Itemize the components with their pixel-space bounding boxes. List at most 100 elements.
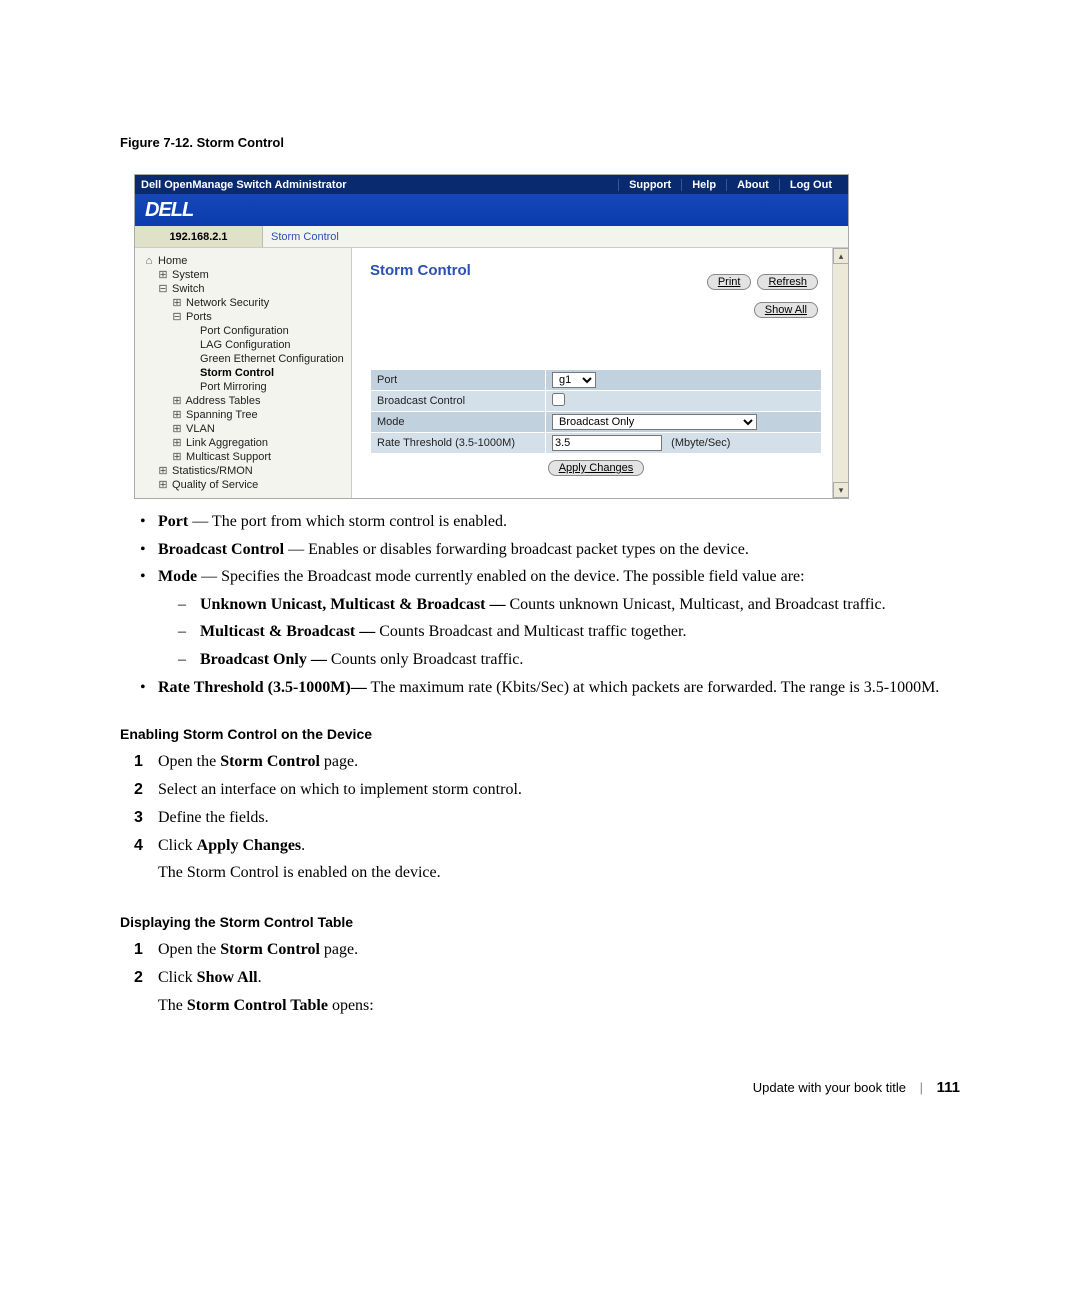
tree-node-label: Network Security [183, 297, 269, 309]
tree-node[interactable]: ⊞ Spanning Tree [171, 408, 347, 422]
figure-caption: Figure 7-12. Storm Control [120, 135, 960, 150]
tree-node[interactable]: ⊞ Statistics/RMON [157, 464, 347, 478]
step-1-4: Click Apply Changes. [158, 834, 960, 859]
tree-node[interactable]: ⊞ Link Aggregation [171, 436, 347, 450]
step-1-2: Select an interface on which to implemen… [158, 778, 960, 803]
tree-node[interactable]: LAG Configuration [185, 338, 347, 352]
tree-expand-icon: ⊞ [171, 408, 183, 422]
tree-node-label: Storm Control [197, 367, 274, 379]
step-1-3: Define the fields. [158, 806, 960, 831]
tree-node[interactable]: ⌂ Home [143, 254, 347, 268]
tree-node[interactable]: ⊞ Address Tables [171, 394, 347, 408]
ip-address: 192.168.2.1 [135, 226, 263, 247]
mode-select[interactable]: Broadcast Only [552, 414, 757, 430]
row-mode: Mode Broadcast Only [371, 412, 822, 433]
heading-enabling: Enabling Storm Control on the Device [120, 726, 960, 742]
step-2-1: Open the Storm Control page. [158, 938, 960, 963]
tree-node-label: Port Mirroring [197, 381, 267, 393]
tree-node[interactable]: ⊞ Multicast Support [171, 450, 347, 464]
tree-node-label: Home [155, 255, 187, 267]
tree-node-label: Multicast Support [183, 451, 271, 463]
screenshot: Dell OpenManage Switch Administrator Sup… [134, 174, 849, 499]
tree-node-label: Statistics/RMON [169, 465, 253, 477]
nav-about[interactable]: About [726, 179, 779, 191]
print-button[interactable]: Print [707, 274, 752, 290]
tree-node[interactable]: ⊞ System [157, 268, 347, 282]
tree-expand-icon: ⊞ [157, 464, 169, 478]
show-all-button[interactable]: Show All [754, 302, 818, 318]
rate-unit: (Mbyte/Sec) [671, 437, 730, 449]
page-footer: Update with your book title | 111 [120, 1079, 960, 1096]
dell-logo: DELL [145, 199, 193, 222]
desc-rate: Rate Threshold (3.5-1000M)— The maximum … [158, 677, 960, 699]
heading-displaying: Displaying the Storm Control Table [120, 914, 960, 930]
step-1-1: Open the Storm Control page. [158, 750, 960, 775]
topbar-links: Support Help About Log Out [618, 179, 842, 191]
tree-node-label: Quality of Service [169, 479, 258, 491]
desc-mode-broadcast: Broadcast Only — Counts only Broadcast t… [200, 649, 960, 671]
mode-label: Mode [371, 412, 546, 433]
row-port: Port g1 [371, 370, 822, 391]
port-select[interactable]: g1 [552, 372, 596, 388]
port-label: Port [371, 370, 546, 391]
desc-mode: Mode — Specifies the Broadcast mode curr… [158, 566, 960, 670]
tree-node[interactable]: ⊞ Quality of Service [157, 478, 347, 492]
tree-node-label: Ports [183, 311, 212, 323]
nav-support[interactable]: Support [618, 179, 681, 191]
tree-node-label: System [169, 269, 209, 281]
tree-expand-icon: ⊞ [171, 450, 183, 464]
tree-node[interactable]: Storm Control [185, 366, 347, 380]
tree-expand-icon: ⊞ [171, 422, 183, 436]
tree-node-label: Address Tables [183, 395, 260, 407]
scroll-up-icon[interactable]: ▴ [833, 248, 849, 264]
desc-mode-multicast: Multicast & Broadcast — Counts Broadcast… [200, 621, 960, 643]
tree-expand-icon: ⌂ [143, 254, 155, 268]
nav-help[interactable]: Help [681, 179, 726, 191]
step-2-2: Click Show All. [158, 966, 960, 991]
desc-broadcast-control: Broadcast Control — Enables or disables … [158, 539, 960, 561]
tree-expand-icon: ⊞ [157, 478, 169, 492]
tree-node[interactable]: Green Ethernet Configuration [185, 352, 347, 366]
book-title: Update with your book title [753, 1080, 906, 1095]
step-2-result: The Storm Control Table opens: [158, 994, 960, 1019]
app-topbar: Dell OpenManage Switch Administrator Sup… [135, 175, 848, 194]
tree-node[interactable]: Port Mirroring [185, 380, 347, 394]
tree-node[interactable]: ⊟ Switch [157, 282, 347, 296]
tree-node-label: Port Configuration [197, 325, 289, 337]
refresh-button[interactable]: Refresh [757, 274, 818, 290]
nav-tree: ⌂ Home⊞ System⊟ Switch⊞ Network Security… [135, 248, 351, 498]
app-title: Dell OpenManage Switch Administrator [141, 179, 618, 191]
footer-separator: | [920, 1080, 923, 1095]
tree-node-label: LAG Configuration [197, 339, 291, 351]
tree-node-label: Link Aggregation [183, 437, 268, 449]
page-number: 111 [937, 1079, 960, 1096]
form-table: Port g1 Broadcast Control Mode [370, 369, 822, 454]
steps-enabling: Open the Storm Control page. Select an i… [120, 750, 960, 886]
tree-expand-icon: ⊟ [171, 310, 183, 324]
tree-node-label: Green Ethernet Configuration [197, 353, 344, 365]
tree-expand-icon: ⊟ [157, 282, 169, 296]
tree-node[interactable]: ⊞ Network Security [171, 296, 347, 310]
rate-input[interactable] [552, 435, 662, 451]
scrollbar[interactable]: ▴ ▾ [832, 248, 848, 498]
bc-checkbox[interactable] [552, 393, 565, 406]
tree-node[interactable]: ⊟ Ports [171, 310, 347, 324]
tree-expand-icon: ⊞ [157, 268, 169, 282]
logo-bar: DELL [135, 194, 848, 226]
tree-node[interactable]: Port Configuration [185, 324, 347, 338]
tree-expand-icon: ⊞ [171, 436, 183, 450]
tree-node[interactable]: ⊞ VLAN [171, 422, 347, 436]
row-rate: Rate Threshold (3.5-1000M) (Mbyte/Sec) [371, 433, 822, 454]
tree-node-label: Spanning Tree [183, 409, 258, 421]
tree-node-label: VLAN [183, 423, 215, 435]
row-broadcast-control: Broadcast Control [371, 391, 822, 412]
scroll-down-icon[interactable]: ▾ [833, 482, 849, 498]
field-descriptions: Port — The port from which storm control… [120, 511, 960, 698]
nav-logout[interactable]: Log Out [779, 179, 842, 191]
tree-expand-icon: ⊞ [171, 296, 183, 310]
breadcrumb: Storm Control [263, 226, 848, 247]
desc-port: Port — The port from which storm control… [158, 511, 960, 533]
tree-node-label: Switch [169, 283, 204, 295]
apply-changes-button[interactable]: Apply Changes [548, 460, 645, 476]
step-1-result: The Storm Control is enabled on the devi… [158, 861, 960, 886]
